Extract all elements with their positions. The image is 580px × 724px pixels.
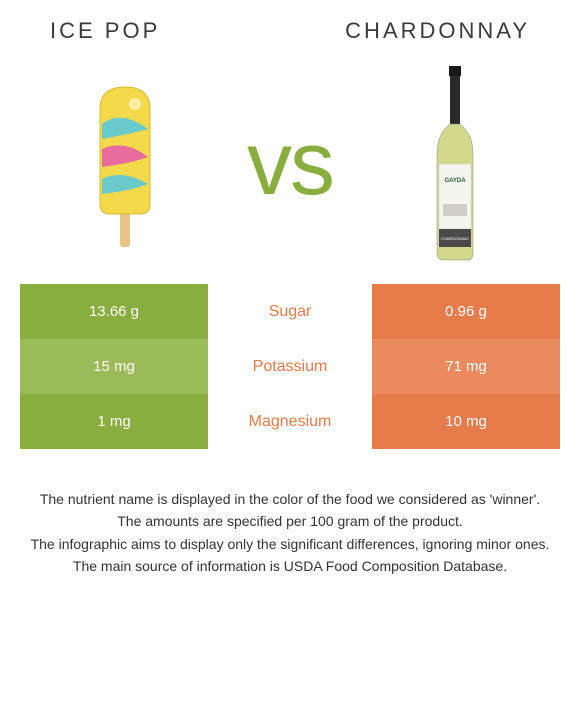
nutrient-name-cell: Magnesium <box>208 394 372 449</box>
left-value-cell: 13.66 g <box>20 284 208 339</box>
images-row: vs GAYDA CHARDONNAY <box>0 54 580 284</box>
right-food-image: GAYDA CHARDONNAY <box>390 69 520 259</box>
right-value-cell: 0.96 g <box>372 284 560 339</box>
svg-text:CHARDONNAY: CHARDONNAY <box>441 236 469 241</box>
table-row: 1 mg Magnesium 10 mg <box>20 394 560 449</box>
left-food-image <box>60 69 190 259</box>
footer-line: The infographic aims to display only the… <box>30 534 550 554</box>
ice-pop-icon <box>80 79 170 249</box>
nutrient-name-cell: Sugar <box>208 284 372 339</box>
left-value-cell: 1 mg <box>20 394 208 449</box>
right-value-cell: 10 mg <box>372 394 560 449</box>
vs-label: vs <box>247 113 333 216</box>
footer-notes: The nutrient name is displayed in the co… <box>0 449 580 576</box>
nutrient-table: 13.66 g Sugar 0.96 g 15 mg Potassium 71 … <box>20 284 560 449</box>
footer-line: The nutrient name is displayed in the co… <box>30 489 550 509</box>
right-food-title: Chardonnay <box>345 18 530 44</box>
nutrient-name-cell: Potassium <box>208 339 372 394</box>
footer-line: The main source of information is USDA F… <box>30 556 550 576</box>
table-row: 15 mg Potassium 71 mg <box>20 339 560 394</box>
footer-line: The amounts are specified per 100 gram o… <box>30 511 550 531</box>
svg-text:GAYDA: GAYDA <box>444 178 466 184</box>
table-row: 13.66 g Sugar 0.96 g <box>20 284 560 339</box>
wine-bottle-icon: GAYDA CHARDONNAY <box>425 64 485 264</box>
left-food-title: Ice pop <box>50 18 160 44</box>
right-value-cell: 71 mg <box>372 339 560 394</box>
header-row: Ice pop Chardonnay <box>0 0 580 54</box>
left-value-cell: 15 mg <box>20 339 208 394</box>
